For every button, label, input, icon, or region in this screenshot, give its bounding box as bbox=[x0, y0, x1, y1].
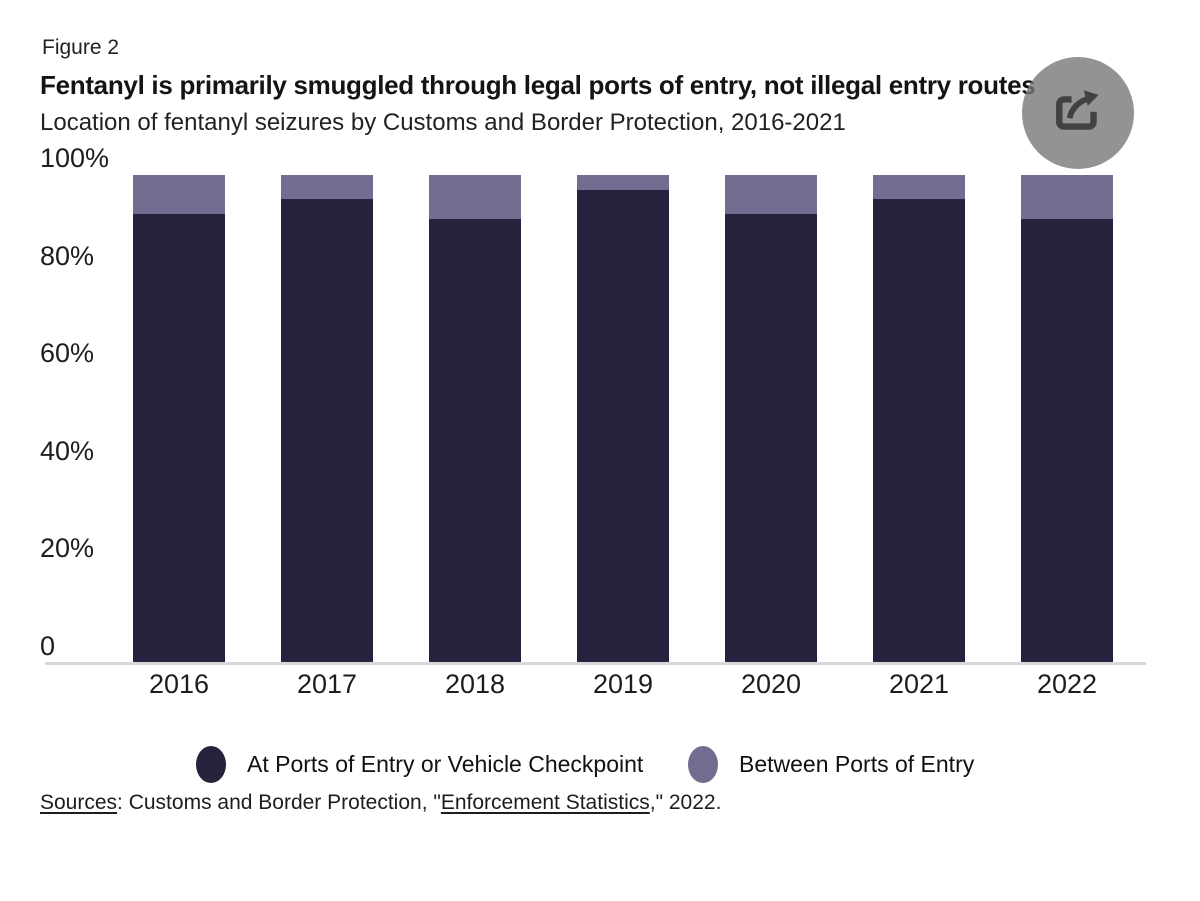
x-tick-2018: 2018 bbox=[444, 669, 506, 699]
bar-2019-segment-1[interactable] bbox=[577, 175, 669, 190]
legend-item-1: Between Ports of Entry bbox=[688, 744, 974, 784]
chart-title: Fentanyl is primarily smuggled through l… bbox=[40, 70, 1036, 100]
x-tick-2016: 2016 bbox=[148, 669, 210, 699]
bar-2021[interactable] bbox=[873, 175, 965, 663]
x-tick-2021: 2021 bbox=[888, 669, 950, 699]
bar-2018-segment-1[interactable] bbox=[429, 175, 521, 219]
legend-item-0: At Ports of Entry or Vehicle Checkpoint bbox=[196, 744, 643, 784]
bar-2016-segment-0[interactable] bbox=[133, 214, 225, 663]
bar-2019[interactable] bbox=[577, 175, 669, 663]
sources-link[interactable]: Sources bbox=[40, 791, 118, 814]
x-tick-2022: 2022 bbox=[1036, 669, 1098, 699]
x-tick-2020: 2020 bbox=[740, 669, 802, 699]
y-tick-40: 40% bbox=[40, 435, 95, 466]
y-tick-60: 60% bbox=[40, 338, 95, 369]
bar-2016[interactable] bbox=[133, 175, 225, 663]
source-text-end: ," 2022. bbox=[649, 791, 722, 814]
x-axis-line bbox=[45, 662, 1146, 665]
figure-label: Figure 2 bbox=[42, 36, 120, 59]
legend-marker-icon bbox=[688, 745, 718, 783]
legend-marker-icon bbox=[196, 745, 226, 783]
bar-2018-segment-0[interactable] bbox=[429, 218, 521, 663]
bar-2021-segment-1[interactable] bbox=[873, 175, 965, 200]
bar-2021-segment-0[interactable] bbox=[873, 199, 965, 663]
share-export-icon bbox=[1056, 90, 1099, 130]
bar-2016-segment-1[interactable] bbox=[133, 175, 225, 215]
bar-2022-segment-0[interactable] bbox=[1021, 218, 1113, 663]
bar-2020-segment-0[interactable] bbox=[725, 214, 817, 663]
bar-2022-segment-1[interactable] bbox=[1021, 175, 1113, 219]
bar-2020-segment-1[interactable] bbox=[725, 175, 817, 215]
legend-label: At Ports of Entry or Vehicle Checkpoint bbox=[247, 750, 644, 777]
x-tick-2019: 2019 bbox=[592, 669, 654, 699]
bar-2018[interactable] bbox=[429, 175, 521, 663]
enforcement-statistics-link[interactable]: Enforcement Statistics bbox=[440, 791, 650, 814]
y-tick-20: 20% bbox=[40, 533, 95, 564]
y-tick-100: 100% bbox=[40, 143, 110, 173]
chart-subtitle: Location of fentanyl seizures by Customs… bbox=[40, 109, 846, 136]
y-tick-0: 0 bbox=[40, 631, 56, 661]
bar-2017-segment-1[interactable] bbox=[281, 175, 373, 200]
bar-2017[interactable] bbox=[281, 175, 373, 663]
source-text: : Customs and Border Protection, " bbox=[117, 791, 441, 814]
legend-label: Between Ports of Entry bbox=[739, 750, 975, 777]
source-line: Sources: Customs and Border Protection, … bbox=[40, 791, 721, 815]
bar-2020[interactable] bbox=[725, 175, 817, 663]
y-tick-80: 80% bbox=[40, 240, 95, 271]
share-button[interactable] bbox=[1022, 57, 1134, 169]
bar-2017-segment-0[interactable] bbox=[281, 199, 373, 663]
bar-2019-segment-0[interactable] bbox=[577, 189, 669, 663]
bar-2022[interactable] bbox=[1021, 175, 1113, 663]
x-tick-2017: 2017 bbox=[296, 669, 358, 699]
